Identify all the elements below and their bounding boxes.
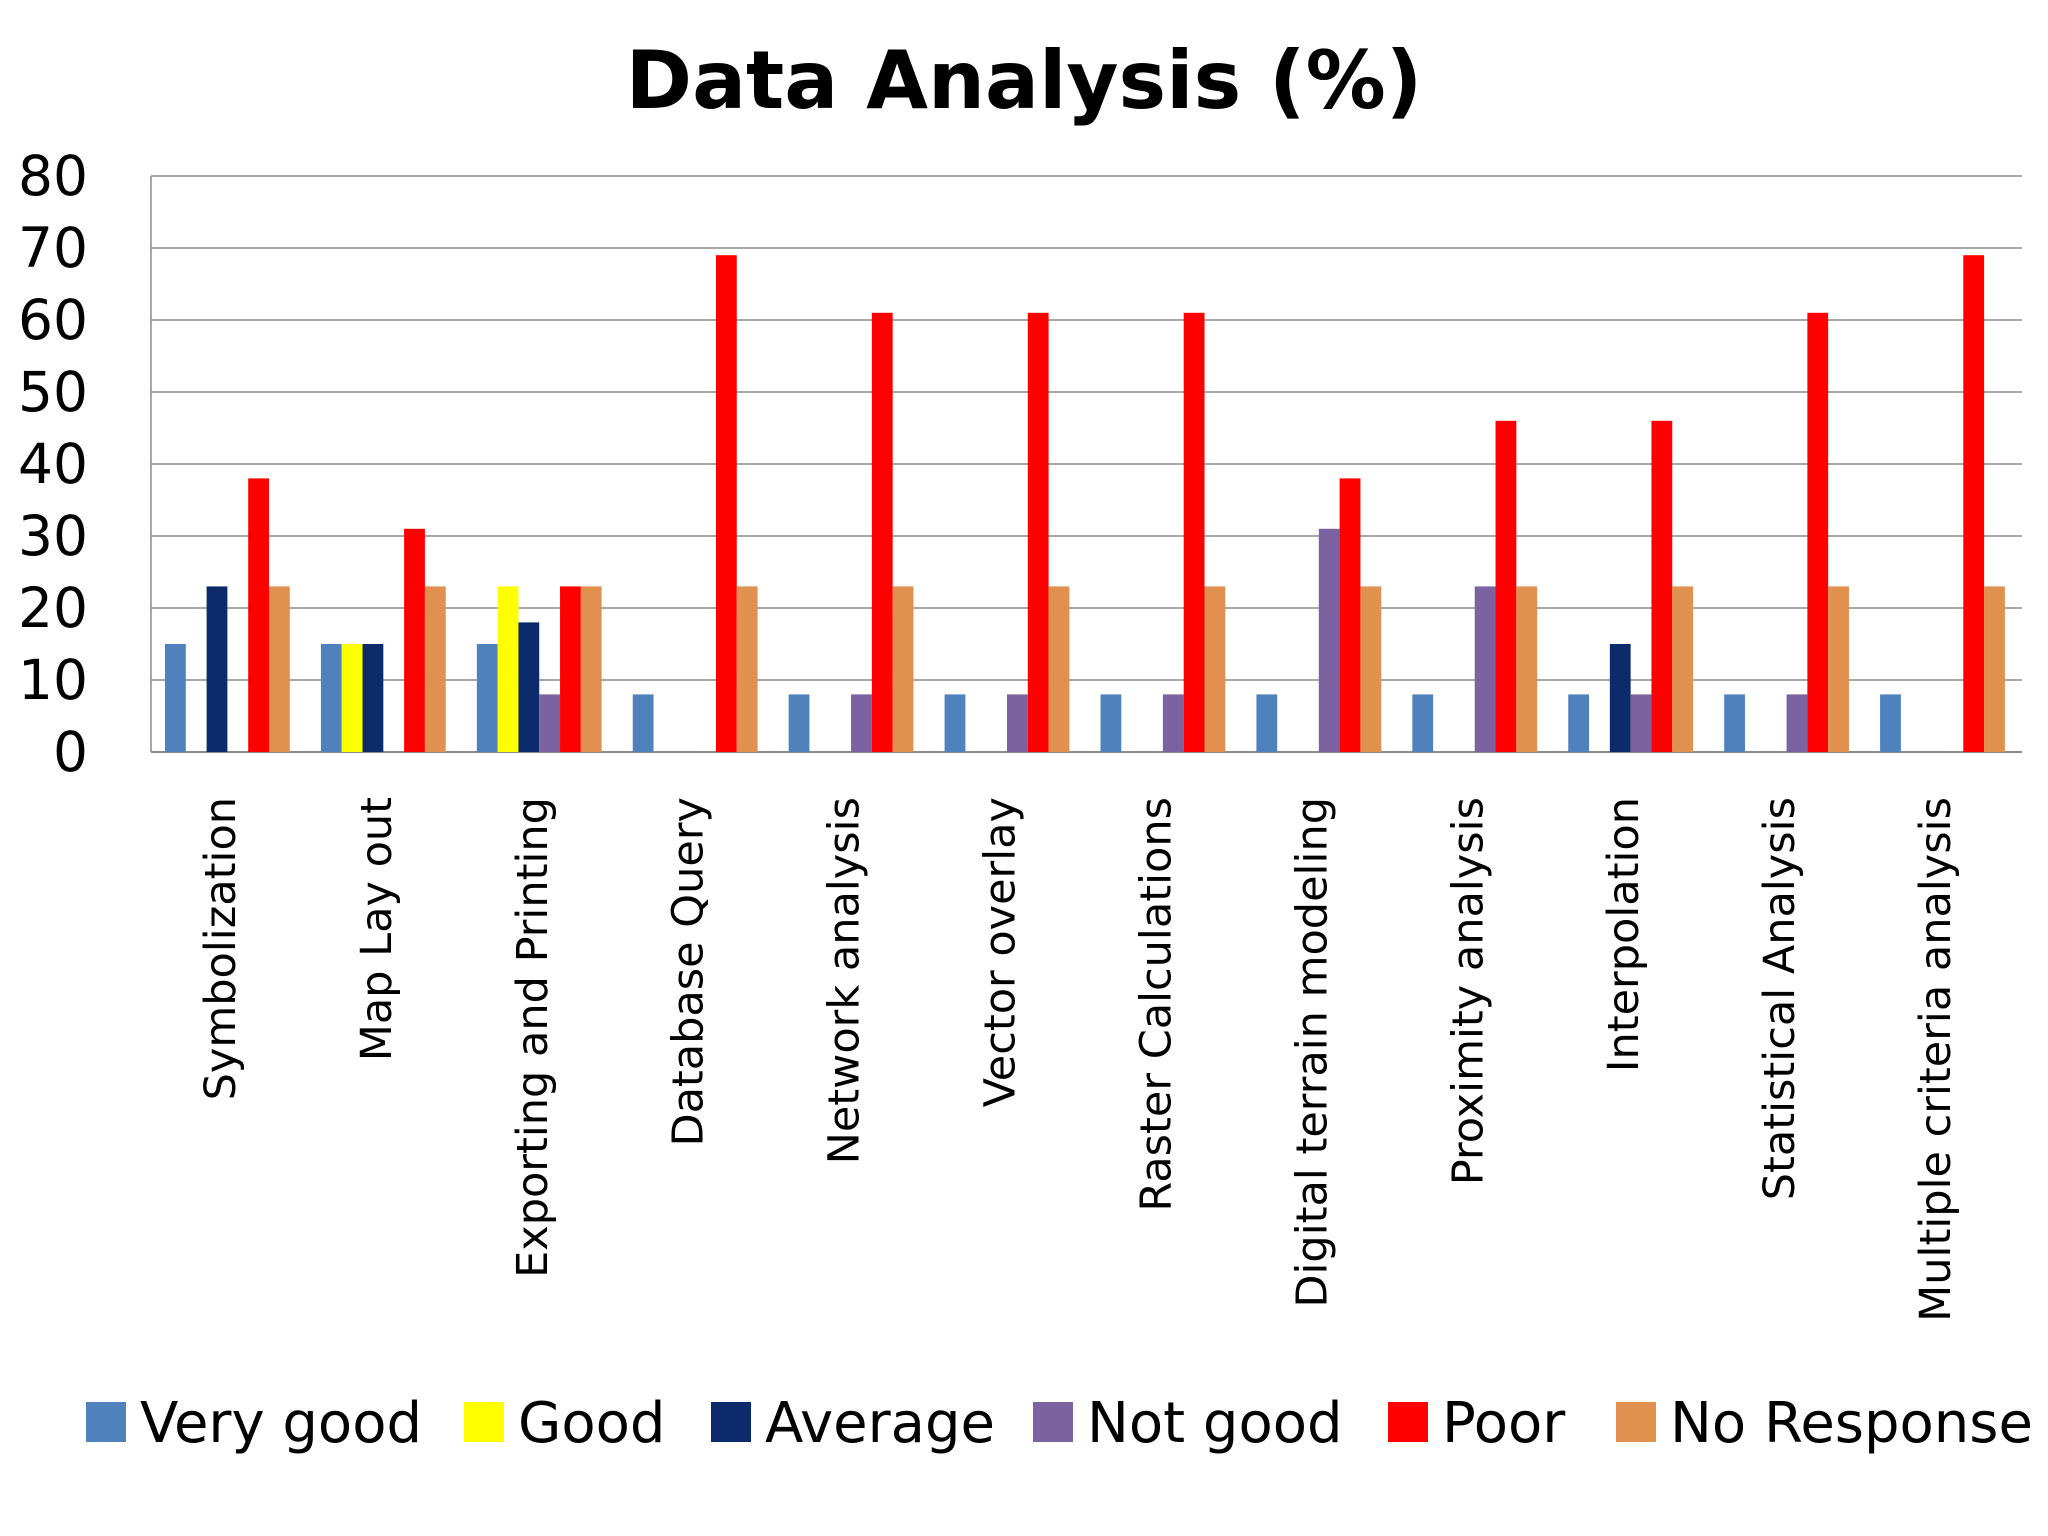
bar: [1828, 586, 1849, 752]
legend-item: Good: [464, 1391, 665, 1456]
category-label: Exporting and Printing: [508, 797, 558, 1278]
legend-label: Average: [765, 1391, 995, 1456]
y-tick-label: 20: [18, 576, 88, 640]
category-label: Raster Calculations: [1131, 797, 1181, 1212]
bar: [1963, 255, 1985, 752]
bar: [1318, 528, 1340, 752]
category-label: Vector overlay: [976, 797, 1026, 1107]
bar: [1807, 312, 1829, 752]
legend-label: Good: [518, 1391, 665, 1456]
y-tick-label: 70: [18, 216, 88, 280]
bar: [269, 586, 290, 752]
bar: [1006, 694, 1028, 752]
bar: [580, 586, 602, 752]
bar: [1183, 312, 1205, 752]
legend-swatch: [1033, 1402, 1073, 1442]
chart-title: Data Analysis (%): [626, 34, 1423, 127]
bar: [736, 586, 758, 752]
category-label: Map Lay out: [352, 797, 402, 1061]
x-axis-category-labels: Symbolization Map Lay out Exporting and Pr…: [196, 797, 1961, 1322]
legend: Very good Good Average Not good Poor No Respo…: [86, 1391, 2033, 1456]
bar: [1412, 694, 1434, 752]
y-axis-tick-labels: 0 10 20 30 40 50 60 70 80: [18, 144, 88, 784]
bar: [1672, 586, 1694, 752]
bar: [1204, 586, 1226, 752]
bar: [1724, 694, 1745, 752]
legend-label: Very good: [140, 1391, 422, 1456]
category-label: Proximity analysis: [1443, 797, 1493, 1185]
y-tick-label: 80: [18, 144, 88, 208]
bar: [165, 644, 186, 752]
bar: [1880, 694, 1901, 752]
bar: [1630, 694, 1652, 752]
bars: [165, 255, 2005, 752]
bar: [341, 644, 363, 752]
bar: [1474, 586, 1496, 752]
bar: [1048, 586, 1070, 752]
bar: [1516, 586, 1538, 752]
y-tick-label: 60: [18, 288, 88, 352]
category-label: Database Query: [664, 797, 714, 1147]
bar: [851, 694, 872, 752]
bar: [404, 528, 425, 752]
bar: [892, 586, 914, 752]
legend-swatch: [464, 1402, 504, 1442]
legend-item: No Response: [1616, 1391, 2033, 1456]
legend-label: No Response: [1670, 1391, 2033, 1456]
bar: [1786, 694, 1808, 752]
bar: [1256, 694, 1278, 752]
bar: [206, 586, 228, 752]
gridlines: [151, 175, 2022, 681]
legend-label: Not good: [1087, 1391, 1343, 1456]
category-label: Statistical Analysis: [1755, 797, 1805, 1200]
bar: [1100, 694, 1122, 752]
bar: [424, 586, 446, 752]
bar: [518, 622, 540, 752]
legend-item: Very good: [86, 1391, 422, 1456]
bar: [1651, 420, 1673, 752]
legend-item: Not good: [1033, 1391, 1343, 1456]
bar: [1027, 312, 1049, 752]
legend-swatch: [1388, 1402, 1428, 1442]
bar: [248, 478, 269, 752]
axes: [150, 176, 2022, 753]
category-label: Digital terrain modeling: [1287, 797, 1337, 1308]
bar: [1984, 586, 2005, 752]
y-tick-label: 50: [18, 360, 88, 424]
bar: [1360, 586, 1382, 752]
bar: [1609, 644, 1631, 752]
y-tick-label: 40: [18, 432, 88, 496]
legend-swatch: [1616, 1402, 1656, 1442]
legend-item: Average: [711, 1391, 995, 1456]
category-label: Multiple criteria analysis: [1911, 797, 1961, 1322]
bar: [497, 586, 519, 752]
category-label: Network analysis: [820, 797, 870, 1164]
legend-swatch: [86, 1402, 126, 1442]
bar: [788, 694, 810, 752]
category-label: Symbolization: [196, 797, 246, 1100]
bar: [1495, 420, 1517, 752]
bar: [871, 312, 893, 752]
y-tick-label: 10: [18, 648, 88, 712]
bar: [1162, 694, 1184, 752]
bar: [632, 694, 654, 752]
category-label: Interpolation: [1599, 797, 1649, 1072]
bar: [560, 586, 581, 752]
legend-label: Poor: [1442, 1391, 1566, 1456]
y-tick-label: 0: [53, 720, 88, 784]
legend-swatch: [711, 1402, 751, 1442]
bar: [320, 644, 342, 752]
legend-item: Poor: [1388, 1391, 1566, 1456]
bar: [1568, 694, 1590, 752]
bar: [715, 255, 737, 752]
bar: [1339, 478, 1361, 752]
bar: [476, 644, 498, 752]
bar: [539, 694, 561, 752]
bar: [362, 644, 384, 752]
bar: [944, 694, 966, 752]
y-tick-label: 30: [18, 504, 88, 568]
